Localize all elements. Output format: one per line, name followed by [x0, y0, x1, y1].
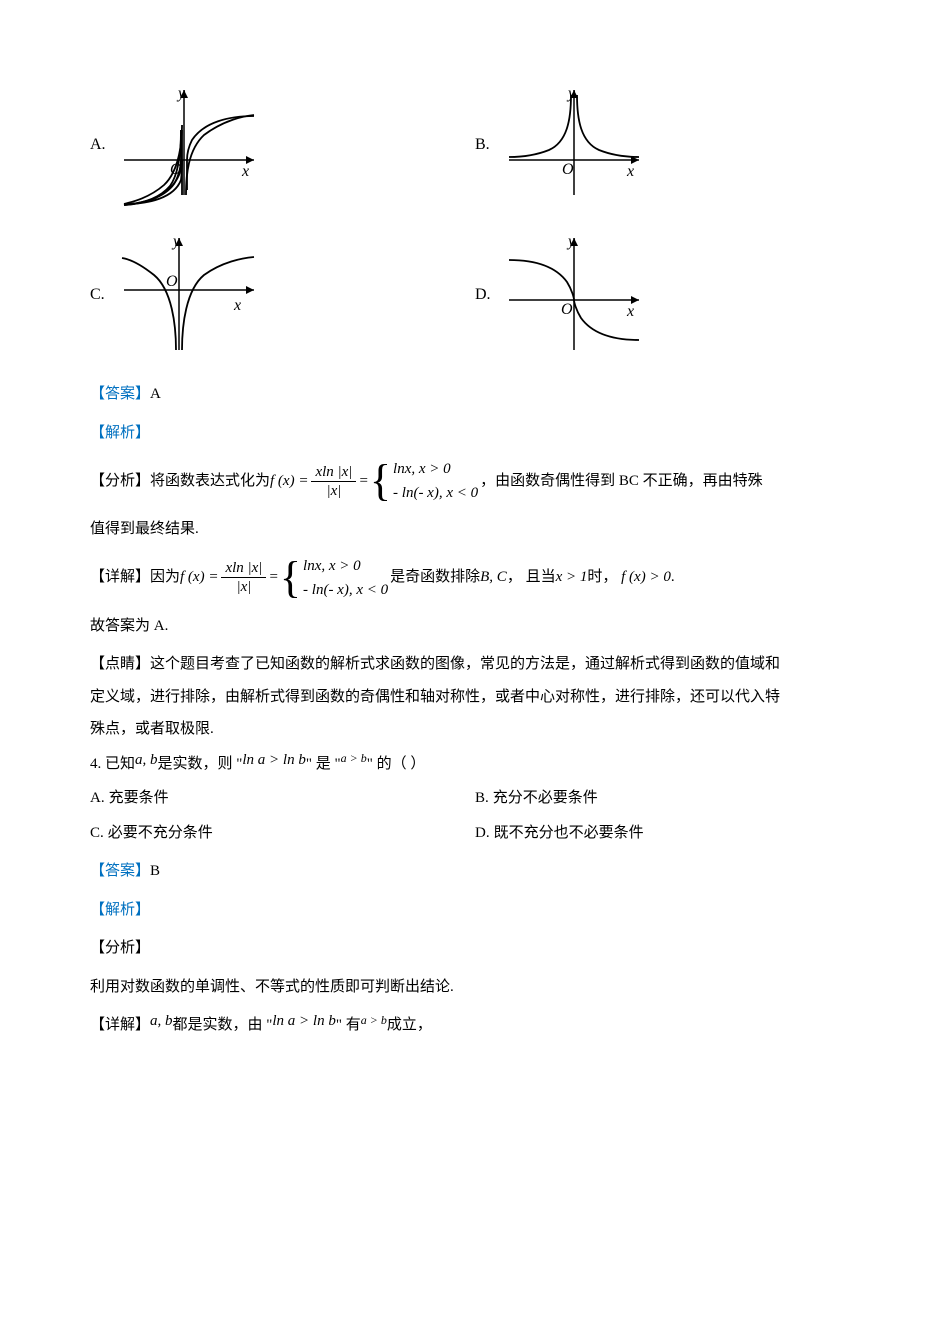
graph-row-2: C. y x O D. y x O: [90, 230, 860, 360]
q4-options-row2: C.必要不充分条件 D.既不充分也不必要条件: [90, 819, 860, 848]
graph-option-b: B. y x O: [475, 80, 860, 210]
graph-d-svg: y x O: [499, 230, 649, 360]
graph-a-svg: y x O: [114, 80, 264, 210]
graph-b-svg: y x O: [499, 80, 649, 210]
svg-text:x: x: [233, 297, 241, 314]
q4-option-a: A.充要条件: [90, 784, 475, 813]
answer-3: 【答案】A: [90, 380, 860, 409]
option-label-b: B.: [475, 130, 493, 160]
svg-text:x: x: [626, 163, 634, 180]
fraction-2: xln |x| |x|: [221, 559, 266, 596]
svg-text:O: O: [166, 273, 178, 290]
dianjing-3-l3: 殊点，或者取极限.: [90, 715, 860, 744]
fenxi-4-text: 利用对数函数的单调性、不等式的性质即可判断出结论.: [90, 973, 860, 1002]
answer-label: 【答案】: [90, 386, 150, 402]
piecewise-2: { lnx, x > 0 - ln(- x), x < 0: [280, 554, 388, 602]
svg-text:y: y: [171, 233, 181, 250]
question-4: 4. 已知 a, b 是实数，则 " ln a > ln b " 是 " a >…: [90, 750, 860, 779]
q4-option-d: D.既不充分也不必要条件: [475, 819, 860, 848]
fenxi-3-prefix: 【分析】将函数表达式化为: [90, 467, 270, 496]
graph-option-a: A. y x O: [90, 80, 475, 210]
jiexi-label-3: 【解析】: [90, 419, 860, 448]
svg-text:x: x: [241, 163, 249, 180]
svg-text:y: y: [176, 85, 186, 102]
xiangjie-4: 【详解】 a, b 都是实数，由 " ln a > ln b " 有 a > b…: [90, 1011, 860, 1040]
option-label-d: D.: [475, 280, 493, 310]
answer-4: 【答案】B: [90, 857, 860, 886]
q4-option-c: C.必要不充分条件: [90, 819, 475, 848]
svg-text:x: x: [626, 303, 634, 320]
svg-text:y: y: [566, 233, 576, 250]
fenxi-3-line2: 值得到最终结果.: [90, 515, 860, 544]
fenxi-4-label: 【分析】: [90, 934, 860, 963]
option-label-c: C.: [90, 280, 108, 310]
answer-value: A: [150, 386, 161, 402]
graph-c-svg: y x O: [114, 230, 264, 360]
gudaan-3: 故答案为 A.: [90, 612, 860, 641]
jiexi-label-4: 【解析】: [90, 896, 860, 925]
svg-text:O: O: [561, 301, 573, 318]
xiangjie-3-label: 【详解】因为: [90, 563, 180, 592]
graph-option-c: C. y x O: [90, 230, 475, 360]
xiangjie-3: 【详解】因为 f (x) = xln |x| |x| = { lnx, x > …: [90, 554, 860, 602]
dianjing-3-l2: 定义域，进行排除，由解析式得到函数的奇偶性和轴对称性，或者中心对称性，进行排除，…: [90, 683, 860, 712]
fenxi-3-tail: ，由函数奇偶性得到 BC 不正确，再由特殊: [480, 467, 763, 496]
q4-options-row1: A.充要条件 B.充分不必要条件: [90, 784, 860, 813]
graph-row-1: A. y x O B. y: [90, 80, 860, 210]
graph-option-d: D. y x O: [475, 230, 860, 360]
option-label-a: A.: [90, 130, 108, 160]
fx-eq-left: f (x) =: [270, 467, 308, 496]
fenxi-3-line1: 【分析】将函数表达式化为 f (x) = xln |x| |x| = { lnx…: [90, 457, 860, 505]
fraction-1: xln |x| |x|: [311, 463, 356, 500]
piecewise-1: { lnx, x > 0 - ln(- x), x < 0: [370, 457, 478, 505]
dianjing-3-l1: 【点睛】这个题目考查了已知函数的解析式求函数的图像，常见的方法是，通过解析式得到…: [90, 650, 860, 679]
svg-text:O: O: [562, 161, 574, 178]
q4-option-b: B.充分不必要条件: [475, 784, 860, 813]
